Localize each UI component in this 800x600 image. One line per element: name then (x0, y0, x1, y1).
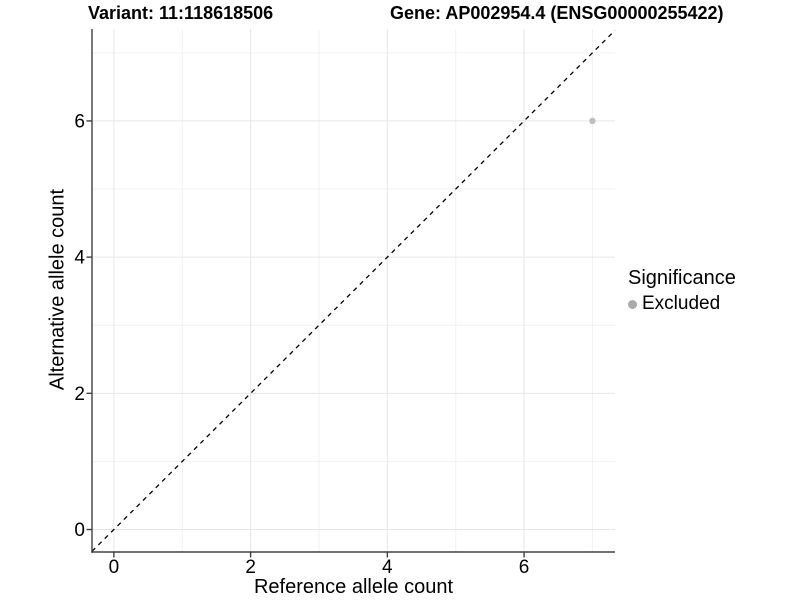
y-tick-label: 6 (74, 111, 85, 132)
variant-title: Variant: 11:118618506 (88, 3, 274, 23)
x-tick-label: 4 (382, 557, 393, 578)
y-tick-label: 2 (74, 384, 85, 405)
significance-legend: Significance Excluded (628, 267, 736, 315)
legend-item-label: Excluded (642, 293, 721, 314)
x-tick-label: 2 (245, 557, 256, 578)
y-axis-title: Alternative allele count (46, 188, 69, 391)
identity-line (91, 29, 616, 552)
gene-title: Gene: AP002954.4 (ENSG00000255422) (390, 3, 724, 23)
y-tick-label: 0 (74, 520, 85, 541)
legend-title: Significance (628, 267, 736, 289)
excluded-point-icon (628, 299, 637, 309)
x-tick-label: 6 (519, 557, 530, 578)
y-tick-label: 4 (74, 248, 85, 269)
x-tick-label: 0 (109, 557, 120, 578)
x-axis-title: Reference allele count (253, 576, 453, 598)
legend-item-excluded: Excluded (628, 293, 736, 315)
data-point (589, 117, 596, 125)
